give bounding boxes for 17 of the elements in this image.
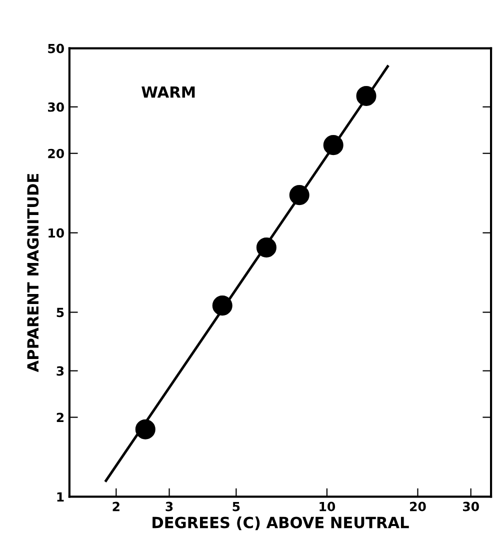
y-tick-label: 5 <box>56 308 64 318</box>
x-tick-label: 2 <box>112 502 120 512</box>
x-tick-label: 30 <box>462 502 479 512</box>
x-tick-label: 20 <box>410 502 426 512</box>
x-tick-label: 10 <box>320 502 336 512</box>
y-axis-title: APPARENT MAGNITUDE <box>27 174 39 372</box>
x-axis-title: DEGREES (C) ABOVE NEUTRAL <box>152 516 409 530</box>
y-tick-label: 3 <box>56 366 64 376</box>
y-tick-label: 2 <box>56 412 64 422</box>
y-tick-label: 50 <box>48 44 64 54</box>
y-tick-label: 20 <box>48 148 64 158</box>
y-tick-label: 30 <box>48 102 64 112</box>
y-tick-label: 1 <box>57 492 64 502</box>
y-tick-label: 10 <box>48 228 64 238</box>
annotation: WARM <box>142 86 195 98</box>
x-tick-label: 3 <box>166 502 173 512</box>
x-tick-label: 5 <box>232 502 240 512</box>
